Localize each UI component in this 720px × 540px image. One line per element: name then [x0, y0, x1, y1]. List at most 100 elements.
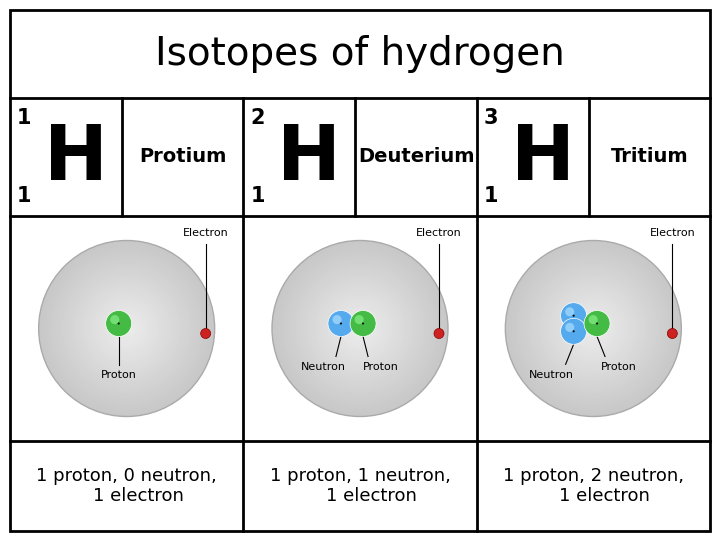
Circle shape: [68, 270, 185, 387]
Circle shape: [56, 258, 197, 399]
Circle shape: [284, 252, 436, 405]
Circle shape: [590, 326, 596, 332]
Circle shape: [561, 296, 626, 361]
Circle shape: [350, 310, 376, 336]
Circle shape: [567, 302, 620, 355]
Circle shape: [565, 307, 575, 316]
Circle shape: [340, 322, 342, 325]
Circle shape: [42, 244, 212, 414]
Circle shape: [62, 264, 192, 393]
Circle shape: [572, 315, 575, 317]
Circle shape: [316, 285, 404, 373]
Circle shape: [328, 296, 392, 361]
Circle shape: [588, 322, 599, 334]
Text: 3: 3: [484, 108, 498, 128]
Circle shape: [565, 323, 575, 332]
Circle shape: [313, 281, 407, 375]
Circle shape: [325, 293, 395, 364]
Circle shape: [124, 326, 130, 332]
Text: Deuterium: Deuterium: [358, 147, 474, 166]
Circle shape: [517, 252, 670, 405]
Circle shape: [59, 261, 194, 396]
Text: Electron: Electron: [649, 228, 696, 238]
Circle shape: [91, 293, 162, 364]
Circle shape: [357, 326, 363, 332]
Circle shape: [535, 270, 652, 387]
Text: H: H: [277, 122, 341, 196]
Circle shape: [528, 264, 658, 393]
Circle shape: [561, 303, 587, 329]
Circle shape: [362, 322, 364, 325]
Circle shape: [355, 315, 364, 324]
Text: Proton: Proton: [101, 370, 137, 381]
Circle shape: [333, 315, 341, 324]
Circle shape: [302, 270, 418, 387]
Circle shape: [532, 267, 655, 390]
Circle shape: [667, 328, 678, 339]
Circle shape: [561, 318, 587, 345]
Circle shape: [86, 287, 168, 369]
Text: 1: 1: [251, 186, 265, 206]
Circle shape: [584, 310, 610, 336]
Circle shape: [39, 240, 215, 416]
Circle shape: [572, 330, 575, 332]
Circle shape: [339, 308, 381, 349]
Circle shape: [295, 264, 425, 393]
Circle shape: [305, 273, 415, 384]
Circle shape: [110, 315, 120, 324]
Circle shape: [83, 285, 171, 373]
Circle shape: [328, 310, 354, 336]
Text: Neutron: Neutron: [300, 362, 346, 373]
Circle shape: [121, 322, 132, 334]
Circle shape: [48, 249, 206, 408]
Circle shape: [65, 267, 188, 390]
Circle shape: [508, 244, 678, 414]
Circle shape: [289, 258, 431, 399]
Circle shape: [118, 320, 135, 338]
Text: 1: 1: [17, 186, 32, 206]
Text: H: H: [44, 122, 108, 196]
Circle shape: [573, 308, 614, 349]
Circle shape: [505, 240, 681, 416]
Circle shape: [112, 314, 141, 343]
Circle shape: [549, 285, 637, 373]
Circle shape: [579, 314, 608, 343]
Circle shape: [552, 287, 634, 369]
Circle shape: [526, 261, 661, 396]
Circle shape: [275, 244, 445, 414]
Text: 1 proton, 2 neutron,
    1 electron: 1 proton, 2 neutron, 1 electron: [503, 467, 684, 505]
Text: Tritium: Tritium: [611, 147, 688, 166]
Circle shape: [322, 291, 398, 367]
Circle shape: [50, 252, 203, 405]
Circle shape: [109, 311, 144, 346]
Circle shape: [80, 281, 174, 375]
Circle shape: [117, 322, 120, 325]
Text: Electron: Electron: [416, 228, 462, 238]
Text: Proton: Proton: [601, 362, 637, 373]
Circle shape: [298, 267, 422, 390]
Circle shape: [546, 281, 640, 375]
Circle shape: [564, 299, 623, 358]
Circle shape: [346, 314, 374, 343]
Text: 2: 2: [251, 108, 265, 128]
Text: 1 proton, 0 neutron,
    1 electron: 1 proton, 0 neutron, 1 electron: [36, 467, 217, 505]
Circle shape: [106, 308, 147, 349]
Text: 1: 1: [484, 186, 498, 206]
Circle shape: [292, 261, 428, 396]
Circle shape: [278, 246, 442, 410]
Circle shape: [520, 255, 667, 402]
Circle shape: [307, 276, 413, 381]
Circle shape: [585, 320, 602, 338]
Circle shape: [100, 302, 153, 355]
Circle shape: [89, 291, 165, 367]
Circle shape: [97, 299, 156, 358]
Text: Electron: Electron: [183, 228, 228, 238]
Circle shape: [434, 328, 444, 339]
Text: H: H: [510, 122, 575, 196]
Circle shape: [558, 293, 629, 364]
Circle shape: [511, 246, 675, 410]
Circle shape: [330, 299, 390, 358]
Circle shape: [555, 291, 631, 367]
Circle shape: [514, 249, 672, 408]
Circle shape: [287, 255, 433, 402]
